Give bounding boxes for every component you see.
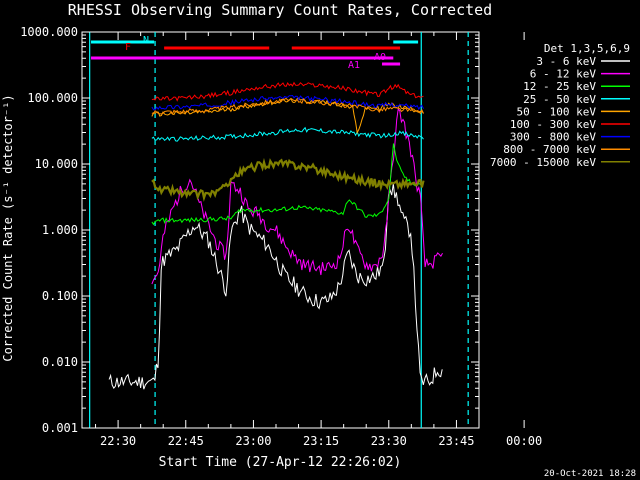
x-tick-label: 22:45 <box>168 434 204 448</box>
x-tick-label: 23:00 <box>235 434 271 448</box>
y-tick-label: 0.010 <box>42 355 78 369</box>
series-line-50-100-kev <box>151 97 424 135</box>
legend-label: 25 - 50 keV <box>523 93 596 106</box>
legend-title: Det 1,3,5,6,9 <box>544 42 630 55</box>
y-tick-label: 0.001 <box>42 421 78 435</box>
y-tick-label: 1.000 <box>42 223 78 237</box>
x-tick-label: 23:30 <box>371 434 407 448</box>
legend-label: 6 - 12 keV <box>530 68 597 81</box>
footer-timestamp: 20-Oct-2021 18:28 <box>544 469 636 479</box>
x-axis-label: Start Time (27-Apr-12 22:26:02) <box>159 455 402 470</box>
x-tick-label: 00:00 <box>506 434 542 448</box>
series-line-12-25-kev <box>151 143 424 226</box>
series-line-300-800-kev <box>151 94 424 111</box>
series-line-7000-15000-kev <box>151 157 425 202</box>
axis-layer: 0.001 0.010 0.100 1.000 10.000 100.000 1000.00… <box>20 25 542 448</box>
annotation-f: F <box>125 42 131 53</box>
x-tick-label: 22:30 <box>100 434 136 448</box>
y-tick-label: 10.000 <box>35 157 78 171</box>
annotation-a0: A0 <box>374 52 386 63</box>
legend-label: 50 - 100 keV <box>517 105 597 118</box>
x-tick-label: 23:45 <box>438 434 474 448</box>
legend-label: 100 - 300 keV <box>510 118 596 131</box>
legend-label: 12 - 25 keV <box>523 80 596 93</box>
series-line-25-50-kev <box>151 126 424 142</box>
series-line-800-7000-kev <box>151 97 424 115</box>
legend-label: 300 - 800 keV <box>510 131 596 144</box>
y-tick-label: 0.100 <box>42 289 78 303</box>
series-line-100-300-kev <box>151 81 424 102</box>
legend-label: 3 - 6 keV <box>536 55 596 68</box>
legend-label: 800 - 7000 keV <box>503 143 596 156</box>
y-tick-label: 1000.000 <box>20 25 78 39</box>
y-tick-label: 100.000 <box>27 91 78 105</box>
legend-label: 7000 - 15000 keV <box>490 156 596 169</box>
annotation-n: N <box>143 35 149 46</box>
x-tick-label: 23:15 <box>303 434 339 448</box>
series-line-6-12-kev <box>151 107 443 285</box>
series-line-3-6-kev <box>108 183 443 390</box>
y-axis-label: Corrected Count Rate (s⁻¹ detector⁻¹) <box>1 94 15 361</box>
annotation-a1: A1 <box>348 60 360 71</box>
chart-title: RHESSI Observing Summary Count Rates, Co… <box>68 1 492 19</box>
